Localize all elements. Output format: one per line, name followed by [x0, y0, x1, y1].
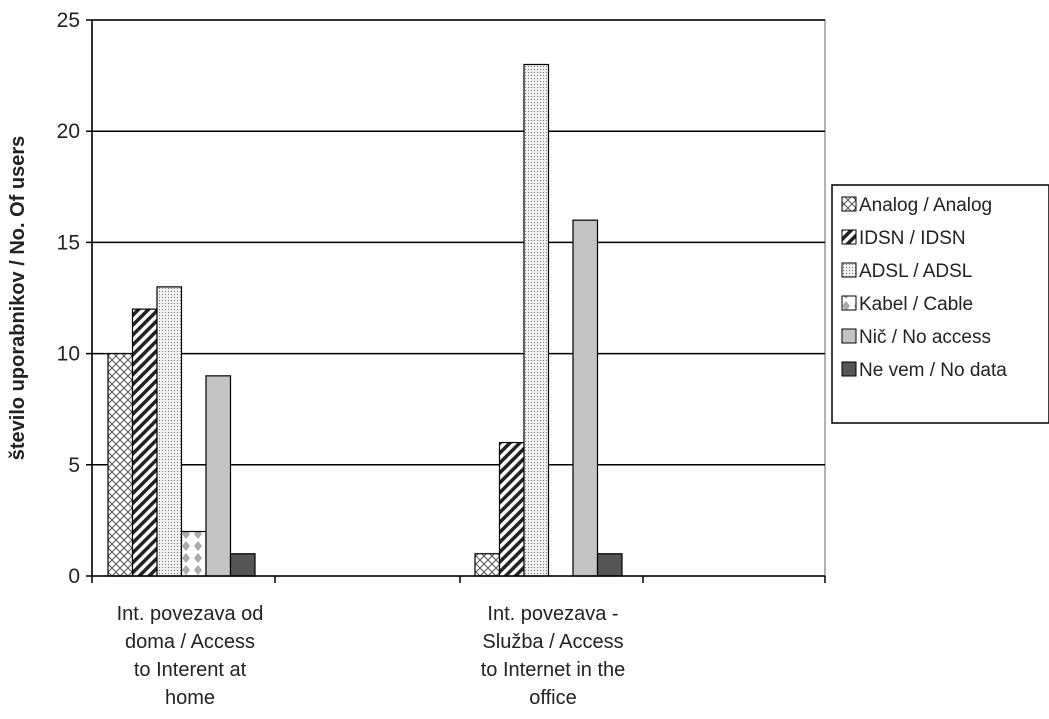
bar — [180, 530, 207, 577]
legend-swatch — [841, 262, 857, 278]
bar — [107, 353, 134, 577]
legend-label: IDSN / IDSN — [859, 228, 966, 249]
legend-label: Analog / Analog — [859, 195, 992, 216]
legend-swatch — [841, 196, 857, 212]
legend-swatch — [841, 328, 857, 344]
y-tick-label: 25 — [57, 9, 80, 32]
bar — [523, 63, 550, 577]
category-label: Int. povezava od doma / Access to Interent… — [117, 603, 264, 709]
legend-frame — [831, 184, 1049, 424]
legend-swatch — [841, 361, 857, 377]
legend: Analog / Analog IDSN / IDSN ADSL / ADSL Kab… — [831, 184, 1049, 424]
bar — [131, 308, 158, 577]
legend-swatch — [841, 295, 857, 311]
plot-frame — [91, 19, 826, 577]
legend-label: Ne vem / No data — [859, 360, 1007, 381]
y-tick-label: 10 — [57, 343, 80, 366]
legend-label: Kabel / Cable — [859, 294, 973, 315]
y-tick-label: 0 — [68, 565, 80, 588]
bar — [572, 219, 599, 577]
legend-swatch — [841, 229, 857, 245]
category-label: Int. povezava -Služba / Access to Interne… — [481, 603, 626, 709]
legend-label: Nič / No access — [859, 327, 991, 348]
plot-area: 0 5 10 15 20 25 — [57, 9, 826, 588]
y-tick-label: 15 — [57, 231, 80, 254]
category-labels: Int. povezava od doma / Access to Interent… — [117, 603, 626, 709]
x-ticks — [91, 576, 826, 583]
y-axis-label: število uporabnikov / No. Of users — [7, 136, 29, 461]
bar — [156, 286, 183, 577]
y-tick-label: 5 — [68, 454, 80, 477]
gridlines — [92, 19, 825, 466]
y-ticks: 0 5 10 15 20 25 — [57, 9, 92, 588]
bar — [474, 553, 501, 577]
bar — [205, 375, 232, 577]
bars — [107, 63, 623, 577]
legend-label: ADSL / ADSL — [859, 261, 972, 282]
bar — [596, 553, 623, 577]
bar — [498, 441, 525, 577]
y-tick-label: 20 — [57, 120, 80, 143]
legend-items: Analog / Analog IDSN / IDSN ADSL / ADSL Kab… — [841, 195, 1007, 381]
bar — [229, 553, 256, 577]
